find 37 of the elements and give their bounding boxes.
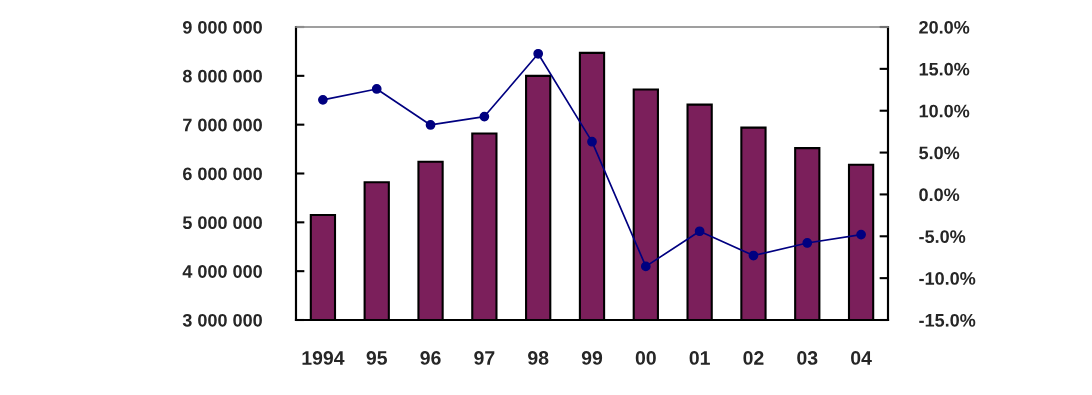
y-tick-label: 4 000 000 (182, 265, 262, 278)
point (318, 94, 328, 105)
point (802, 238, 813, 248)
x-tick-label: 99 (581, 351, 603, 365)
x-tick-label: 03 (797, 351, 818, 365)
point (640, 261, 651, 272)
y-tick-label: 9 000 000 (182, 20, 262, 34)
y2-tick-label: -10.0% (919, 272, 976, 285)
x-tick-label: 98 (528, 351, 549, 365)
point (856, 229, 866, 240)
point (425, 120, 436, 130)
y2-tick-label: -5.0% (919, 230, 966, 244)
point (587, 136, 597, 147)
x-tick-label: 95 (366, 351, 387, 365)
point (694, 226, 705, 237)
x-tick-label: 01 (689, 351, 710, 365)
y2-tick-label: -15.0% (919, 313, 976, 327)
y-tick-label: 5 000 000 (182, 216, 262, 230)
y-tick-label: 7 000 000 (183, 118, 262, 132)
y-tick-label: 8 000 000 (182, 69, 262, 83)
x-tick-label: 02 (743, 351, 764, 365)
point (479, 111, 490, 122)
x-tick-label: 1994 (302, 351, 345, 365)
y2-tick-label: 5.0% (919, 146, 960, 160)
y-tick-label: 6 000 000 (183, 167, 262, 181)
point (533, 48, 544, 59)
point (371, 84, 382, 94)
y2-tick-label: 0.0% (919, 188, 960, 202)
y2-tick-label: 15.0% (919, 62, 970, 76)
y-tick-label: 3 000 000 (182, 313, 262, 327)
y2-tick-label: 20.0% (919, 20, 970, 34)
x-tick-label: 04 (851, 351, 872, 365)
x-tick-label: 00 (635, 351, 656, 365)
point (748, 250, 759, 261)
x-tick-label: 97 (474, 351, 495, 365)
y2-tick-label: 10.0% (919, 104, 970, 118)
x-tick-label: 96 (420, 351, 441, 365)
